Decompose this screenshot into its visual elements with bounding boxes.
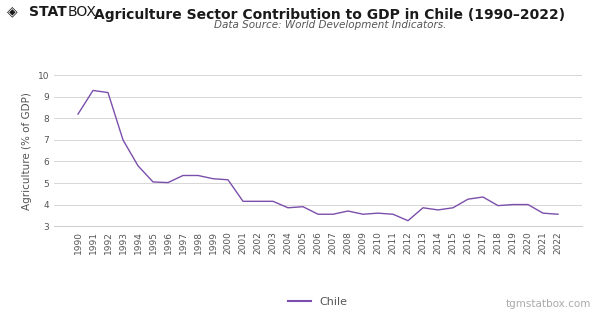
Chile [434,208,442,212]
Chile [539,211,547,215]
Chile [149,180,157,184]
Chile [359,212,367,216]
Chile [299,205,307,208]
Chile [104,91,112,95]
Text: STAT: STAT [29,5,67,19]
Text: BOX: BOX [68,5,97,19]
Chile [224,178,232,182]
Chile [164,181,172,184]
Text: Data Source: World Development Indicators.: Data Source: World Development Indicator… [214,20,446,30]
Chile [269,199,277,203]
Chile [329,212,337,216]
Chile [74,112,82,116]
Chile [479,195,487,199]
Chile [239,199,247,203]
Chile [179,174,187,177]
Chile [194,174,202,177]
Text: Agriculture Sector Contribution to GDP in Chile (1990–2022): Agriculture Sector Contribution to GDP i… [94,8,566,22]
Chile [554,212,562,216]
Chile [464,197,472,201]
Chile [284,206,292,210]
Line: Chile: Chile [78,90,558,221]
Chile [134,164,142,168]
Chile [314,212,322,216]
Legend: Chile: Chile [284,292,352,311]
Chile [509,203,517,206]
Text: tgmstatbox.com: tgmstatbox.com [506,299,591,309]
Chile [494,204,502,208]
Chile [89,89,97,92]
Chile [419,206,427,210]
Chile [254,199,262,203]
Chile [119,138,127,142]
Text: ◈: ◈ [7,5,18,19]
Chile [374,211,382,215]
Chile [524,203,532,206]
Chile [209,177,217,181]
Chile [404,219,412,223]
Y-axis label: Agriculture (% of GDP): Agriculture (% of GDP) [22,92,32,210]
Chile [344,209,352,213]
Chile [449,206,457,210]
Chile [389,212,397,216]
